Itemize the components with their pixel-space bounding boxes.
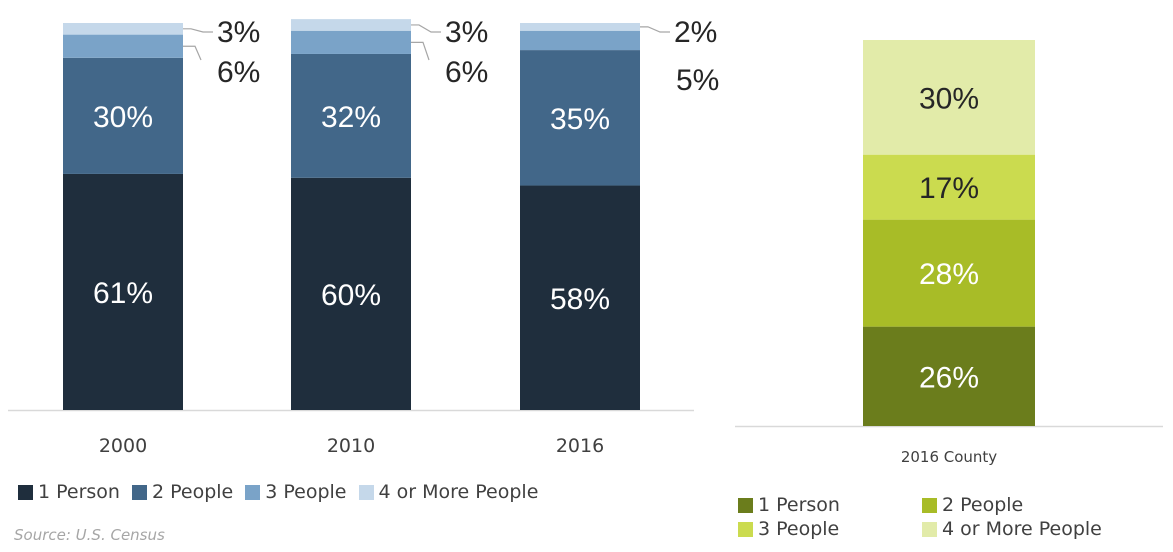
data-label: 17% — [919, 172, 979, 205]
legend-trend-chart: 1 Person 2 People 3 People 4 or More People — [18, 481, 538, 503]
x-tick-label: 2016 — [556, 435, 604, 457]
legend-item: 2 People — [922, 494, 1102, 516]
data-label: 35% — [550, 103, 610, 136]
bar-segment — [291, 53, 411, 178]
bar-segment — [863, 219, 1035, 327]
bar-segment — [291, 19, 411, 31]
x-tick-label: 2010 — [327, 435, 375, 457]
data-label: 61% — [93, 277, 153, 310]
legend-label: 2 People — [942, 494, 1024, 516]
legend-item: 3 People — [245, 481, 347, 503]
legend-label: 4 or More People — [942, 518, 1102, 540]
bar-segment — [291, 177, 411, 410]
x-tick-label: 2000 — [99, 435, 147, 457]
bar-segment — [63, 23, 183, 35]
legend-label: 1 Person — [38, 481, 120, 503]
bar-segment — [63, 57, 183, 174]
legend-swatch — [18, 484, 33, 500]
bar-segment — [520, 23, 640, 31]
legend-label: 2 People — [151, 481, 234, 503]
bar-segment — [520, 50, 640, 186]
legend-item: 4 or More People — [358, 481, 539, 503]
bar-segment — [63, 34, 183, 58]
legend-swatch — [922, 497, 937, 513]
legend-county-chart: 1 Person 2 People 3 People 4 or More People — [738, 494, 1102, 540]
household-size-county-chart: 26% 28% 17% 30% 2016 County — [735, 40, 1163, 466]
legend-item: 3 People — [738, 518, 922, 540]
data-label: 26% — [919, 361, 979, 394]
source-note: Source: U.S. Census — [14, 526, 165, 544]
data-label: 6% — [217, 56, 260, 89]
data-label: 30% — [93, 101, 153, 134]
household-size-trend-chart: 61% 30% 3% 6% 2000 60% 32% 3% 6% 2010 58% 35% 2% 5% 20… — [8, 16, 719, 457]
data-label: 2% — [674, 16, 717, 49]
bar-segment — [291, 30, 411, 54]
legend-label: 3 People — [758, 518, 840, 540]
legend-item: 1 Person — [18, 481, 120, 503]
leader-line — [411, 41, 430, 61]
data-label: 28% — [919, 258, 979, 291]
leader-line — [640, 26, 670, 33]
bar-segment — [863, 154, 1035, 220]
legend-swatch — [131, 484, 147, 500]
leader-line — [411, 24, 441, 33]
data-label: 60% — [321, 279, 381, 312]
x-tick-label: 2016 County — [901, 448, 997, 466]
bar-segment — [863, 326, 1035, 426]
legend-label: 3 People — [265, 481, 347, 503]
data-label: 3% — [445, 16, 488, 49]
legend-label: 4 or More People — [378, 481, 539, 503]
legend-swatch — [245, 484, 261, 500]
data-label: 32% — [321, 101, 381, 134]
legend-label: 1 Person — [758, 494, 840, 516]
bar-segment — [520, 30, 640, 51]
legend-item: 4 or More People — [922, 518, 1102, 540]
data-label: 30% — [919, 82, 979, 115]
bar-segment — [63, 173, 183, 410]
bar-segment — [520, 185, 640, 410]
legend-item: 1 Person — [738, 494, 922, 516]
legend-swatch — [738, 497, 753, 513]
bar-segment — [863, 40, 1035, 155]
data-label: 5% — [676, 64, 719, 97]
data-label: 58% — [550, 283, 610, 316]
data-label: 6% — [445, 56, 488, 89]
leader-line — [183, 28, 213, 33]
leader-line — [183, 45, 202, 61]
data-label: 3% — [217, 16, 260, 49]
legend-swatch — [738, 521, 753, 537]
legend-item: 2 People — [131, 481, 234, 503]
legend-swatch — [358, 484, 374, 500]
legend-swatch — [922, 521, 937, 537]
